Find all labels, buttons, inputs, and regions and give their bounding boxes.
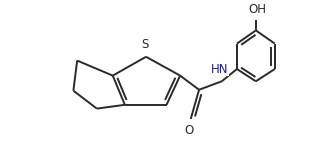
Text: O: O: [184, 124, 194, 137]
Text: S: S: [141, 38, 149, 51]
Text: HN: HN: [211, 63, 229, 76]
Text: OH: OH: [248, 3, 266, 16]
